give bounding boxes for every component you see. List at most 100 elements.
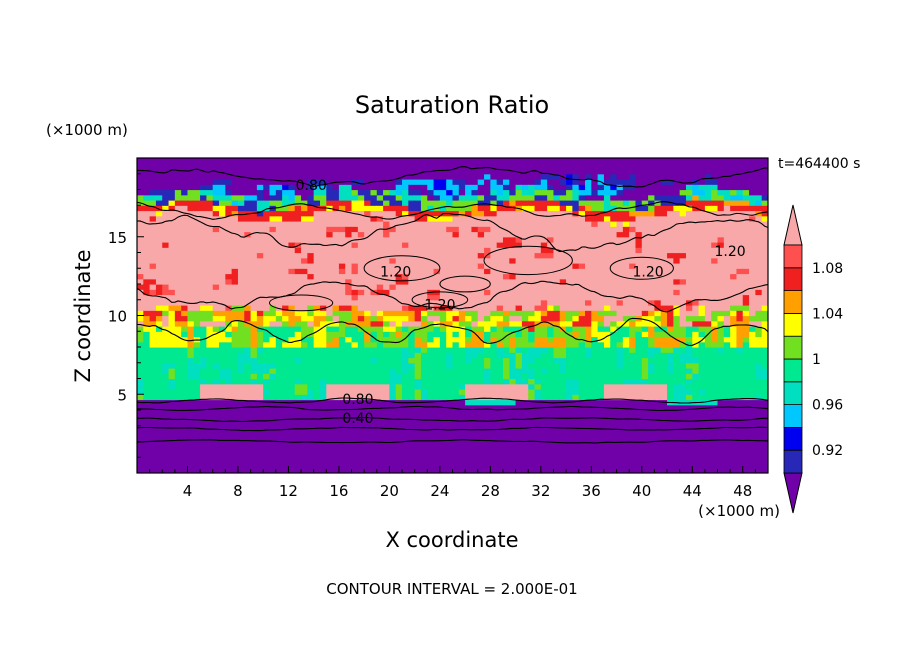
field-cell <box>376 457 384 464</box>
field-cell <box>597 362 605 369</box>
field-cell <box>648 425 656 432</box>
field-cell <box>641 420 649 427</box>
field-cell <box>193 347 201 353</box>
field-cell <box>193 452 201 458</box>
field-cell <box>572 310 580 317</box>
field-cell <box>629 205 637 212</box>
field-cell <box>597 221 605 227</box>
field-cell <box>376 404 384 411</box>
field-cell <box>490 452 498 458</box>
field-cell <box>439 163 447 170</box>
field-cell <box>206 336 214 343</box>
field-cell <box>319 289 327 296</box>
field-cell <box>370 294 378 301</box>
field-cell <box>219 173 226 180</box>
field-cell <box>578 247 586 254</box>
field-cell <box>629 158 637 164</box>
field-cell <box>572 189 580 196</box>
field-cell <box>465 452 473 458</box>
field-cell <box>502 462 510 469</box>
field-cell <box>622 263 630 269</box>
field-cell <box>452 310 460 317</box>
field-cell <box>395 410 403 416</box>
field-cell <box>408 221 416 227</box>
field-cell <box>553 310 561 317</box>
field-cell <box>307 215 315 222</box>
field-cell <box>263 200 271 206</box>
field-cell <box>313 341 321 348</box>
field-cell <box>585 326 592 332</box>
field-cell <box>477 299 485 306</box>
field-cell <box>534 336 542 343</box>
field-cell <box>162 436 170 443</box>
field-cell <box>402 294 409 301</box>
field-cell <box>345 173 353 180</box>
field-cell <box>452 362 460 369</box>
field-cell <box>313 173 321 180</box>
field-cell <box>307 373 315 380</box>
field-cell <box>212 278 220 285</box>
field-cell <box>282 452 290 458</box>
field-cell <box>610 184 618 191</box>
field-cell <box>275 278 283 285</box>
field-cell <box>294 446 302 453</box>
field-cell <box>585 257 592 264</box>
field-cell <box>484 467 491 473</box>
field-cell <box>566 431 573 437</box>
field-cell <box>420 273 428 280</box>
field-cell <box>269 467 277 473</box>
field-cell <box>547 273 555 280</box>
field-cell <box>629 331 637 338</box>
field-cell <box>610 247 618 254</box>
field-cell <box>383 368 390 374</box>
field-cell <box>168 383 176 390</box>
field-cell <box>256 236 264 243</box>
field-cell <box>603 341 611 348</box>
field-cell <box>250 357 258 364</box>
field-cell <box>591 368 599 374</box>
field-cell <box>187 336 195 343</box>
field-cell <box>521 242 529 248</box>
field-cell <box>420 189 428 196</box>
field-cell <box>408 173 416 180</box>
field-cell <box>319 210 327 217</box>
field-cell <box>591 200 599 206</box>
field-cell <box>458 331 466 338</box>
field-cell <box>414 289 422 296</box>
field-cell <box>326 457 334 464</box>
field-cell <box>370 200 378 206</box>
field-cell <box>345 446 353 453</box>
field-cell <box>275 452 283 458</box>
field-cell <box>414 457 422 464</box>
field-cell <box>402 347 409 353</box>
field-cell <box>553 221 561 227</box>
field-cell <box>181 383 189 390</box>
field-cell <box>477 242 485 248</box>
field-cell <box>490 299 498 306</box>
field-cell <box>193 326 201 332</box>
field-cell <box>294 368 302 374</box>
field-cell <box>420 263 428 269</box>
field-cell <box>155 278 163 285</box>
field-cell <box>585 226 592 233</box>
field-cell <box>269 410 277 416</box>
field-cell <box>471 441 479 448</box>
field-cell <box>162 168 170 175</box>
field-cell <box>610 173 618 180</box>
field-cell <box>364 320 372 327</box>
field-cell <box>376 268 384 275</box>
field-cell <box>200 362 208 369</box>
field-cell <box>547 331 555 338</box>
field-cell <box>585 278 592 285</box>
field-cell <box>585 373 592 380</box>
field-cell <box>566 289 573 296</box>
field-cell <box>534 467 542 473</box>
field-cell <box>591 394 599 401</box>
field-cell <box>370 268 378 275</box>
field-cell <box>528 362 536 369</box>
field-cell <box>187 389 195 395</box>
field-cell <box>181 394 189 401</box>
field-cell <box>256 158 264 164</box>
field-cell <box>275 194 283 201</box>
field-cell <box>654 289 662 296</box>
